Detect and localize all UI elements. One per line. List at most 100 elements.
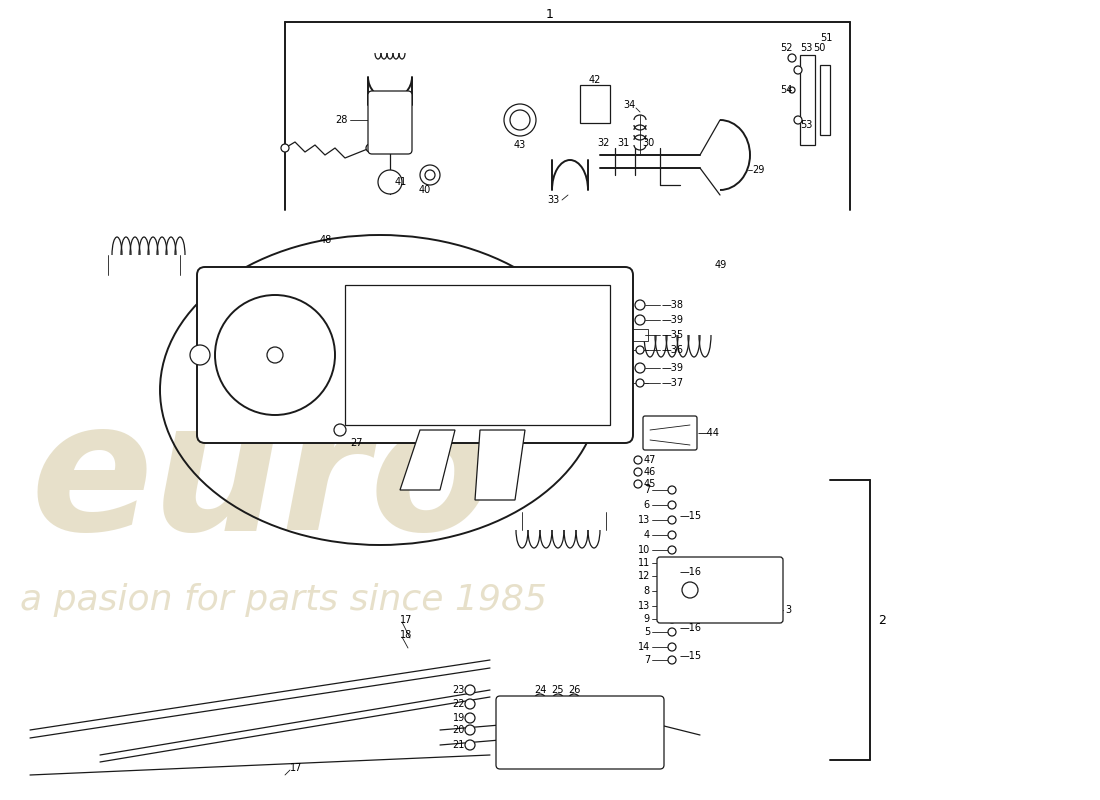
- Text: 49: 49: [715, 260, 727, 270]
- Text: —39: —39: [662, 315, 684, 325]
- Text: 12: 12: [638, 571, 650, 581]
- Circle shape: [465, 699, 475, 709]
- Polygon shape: [400, 430, 455, 490]
- Text: 26: 26: [568, 685, 580, 695]
- Text: 48: 48: [320, 235, 332, 245]
- Bar: [800, 55, 815, 145]
- Text: 34: 34: [624, 100, 636, 110]
- Text: 3: 3: [785, 605, 791, 615]
- Text: 7: 7: [644, 655, 650, 665]
- Text: 8: 8: [644, 586, 650, 596]
- Circle shape: [635, 300, 645, 310]
- Circle shape: [568, 694, 580, 706]
- Circle shape: [668, 587, 676, 595]
- Text: —35: —35: [662, 330, 684, 340]
- Circle shape: [668, 602, 676, 610]
- Text: 47: 47: [644, 455, 657, 465]
- FancyBboxPatch shape: [197, 267, 632, 443]
- Text: 45: 45: [644, 479, 657, 489]
- Circle shape: [668, 628, 676, 636]
- Text: 22: 22: [452, 699, 465, 709]
- FancyBboxPatch shape: [644, 416, 697, 450]
- Circle shape: [668, 516, 676, 524]
- Text: 20: 20: [452, 725, 465, 735]
- Circle shape: [634, 480, 642, 488]
- Text: 5: 5: [644, 627, 650, 637]
- Circle shape: [334, 424, 346, 436]
- Text: 1: 1: [546, 7, 554, 21]
- Text: 28: 28: [336, 115, 348, 125]
- Text: 18: 18: [400, 630, 412, 640]
- Text: 10: 10: [638, 545, 650, 555]
- Text: 13: 13: [638, 601, 650, 611]
- Bar: [580, 85, 611, 123]
- Circle shape: [636, 379, 644, 387]
- Circle shape: [465, 740, 475, 750]
- Bar: [632, 329, 648, 341]
- Circle shape: [425, 170, 435, 180]
- Text: —16: —16: [680, 567, 702, 577]
- Circle shape: [668, 643, 676, 651]
- Text: 14: 14: [638, 642, 650, 652]
- Circle shape: [682, 582, 698, 598]
- Text: 40: 40: [419, 185, 431, 195]
- Circle shape: [668, 656, 676, 664]
- Text: 23: 23: [452, 685, 465, 695]
- Text: 11: 11: [638, 558, 650, 568]
- Circle shape: [534, 694, 546, 706]
- Text: 2: 2: [878, 614, 886, 626]
- Text: —15: —15: [680, 651, 702, 661]
- Circle shape: [788, 54, 796, 62]
- Text: 17: 17: [400, 615, 412, 625]
- FancyBboxPatch shape: [496, 696, 664, 769]
- Circle shape: [280, 144, 289, 152]
- Text: 52: 52: [781, 43, 793, 53]
- Text: —38: —38: [662, 300, 684, 310]
- Text: 31: 31: [618, 138, 630, 148]
- Text: 50: 50: [813, 43, 825, 53]
- Text: 17: 17: [290, 763, 303, 773]
- Circle shape: [668, 546, 676, 554]
- Text: 21: 21: [452, 740, 465, 750]
- Text: 51: 51: [820, 33, 833, 43]
- Circle shape: [190, 345, 210, 365]
- Text: 24: 24: [534, 685, 547, 695]
- Text: 4: 4: [644, 530, 650, 540]
- Circle shape: [789, 87, 795, 93]
- Circle shape: [366, 144, 374, 152]
- FancyBboxPatch shape: [657, 557, 783, 623]
- Circle shape: [668, 501, 676, 509]
- FancyBboxPatch shape: [368, 91, 412, 154]
- Circle shape: [465, 685, 475, 695]
- Circle shape: [668, 486, 676, 494]
- Circle shape: [794, 66, 802, 74]
- Text: 6: 6: [644, 500, 650, 510]
- Text: 7: 7: [644, 485, 650, 495]
- Text: euro: euro: [30, 392, 494, 568]
- Circle shape: [420, 165, 440, 185]
- Text: 9: 9: [644, 614, 650, 624]
- Text: 41: 41: [395, 177, 407, 187]
- Circle shape: [552, 694, 564, 706]
- Circle shape: [465, 713, 475, 723]
- Bar: [820, 65, 830, 135]
- Circle shape: [378, 170, 402, 194]
- Text: 25: 25: [552, 685, 564, 695]
- Circle shape: [510, 110, 530, 130]
- Circle shape: [634, 468, 642, 476]
- Text: —39: —39: [662, 363, 684, 373]
- Text: —36: —36: [662, 345, 684, 355]
- Bar: [345, 285, 610, 425]
- Circle shape: [267, 347, 283, 363]
- Circle shape: [504, 104, 536, 136]
- Circle shape: [668, 572, 676, 580]
- Text: —37: —37: [662, 378, 684, 388]
- Circle shape: [634, 456, 642, 464]
- Text: 42: 42: [588, 75, 602, 85]
- Text: 29: 29: [752, 165, 764, 175]
- Circle shape: [668, 559, 676, 567]
- Polygon shape: [475, 430, 525, 500]
- Text: —16: —16: [680, 623, 702, 633]
- Circle shape: [635, 315, 645, 325]
- Text: 33: 33: [548, 195, 560, 205]
